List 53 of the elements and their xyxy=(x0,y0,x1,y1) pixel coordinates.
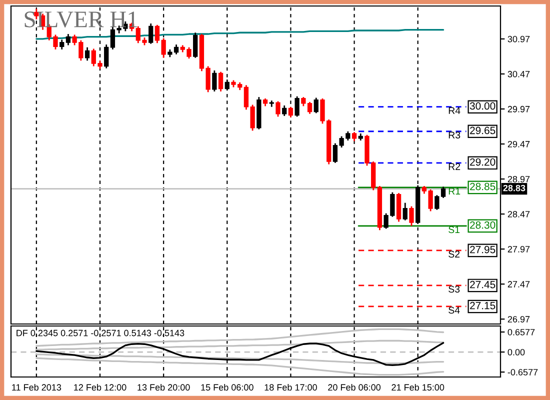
ref-line-label: S2 xyxy=(448,250,460,258)
y-tick-label: 30.97 xyxy=(508,36,530,42)
candlestick xyxy=(288,106,294,118)
candlestick xyxy=(84,46,90,62)
candlestick xyxy=(66,33,71,46)
candlestick xyxy=(282,104,287,117)
x-tick-label: 13 Feb 20:00 xyxy=(138,384,190,391)
ref-line-label: S1 xyxy=(448,226,460,234)
candlestick xyxy=(294,96,300,118)
text: 30.00 xyxy=(470,102,496,110)
y-tick-label: 27.47 xyxy=(508,281,530,288)
y-tick-label: 27.97 xyxy=(508,246,530,252)
candlestick xyxy=(193,32,198,59)
ref-line-label: S3 xyxy=(448,286,460,293)
text: 29.20 xyxy=(470,158,496,166)
text: 29.65 xyxy=(470,126,496,134)
text: 27.15 xyxy=(470,302,496,310)
candlestick xyxy=(212,70,217,92)
y-tick-label: 29.47 xyxy=(508,140,530,148)
y-tick-label: 26.97 xyxy=(508,316,530,322)
y-tick-label: 28.47 xyxy=(508,211,530,218)
text: 27.45 xyxy=(470,280,496,288)
ref-line-label: S4 xyxy=(448,306,460,314)
line-series xyxy=(36,357,444,376)
candlestick xyxy=(352,131,357,142)
x-tick-label: 12 Feb 12:00 xyxy=(74,384,126,391)
text: 28.30 xyxy=(470,221,496,229)
ref-line-label: R4 xyxy=(448,107,460,114)
candlestick xyxy=(60,38,64,50)
chart-title: DF 0.2345 0.2571 -0.2571 0.5143 -0.5143 xyxy=(16,330,184,336)
candlestick xyxy=(218,71,224,92)
candlestick xyxy=(314,97,318,114)
x-tick-label: 18 Feb 17:00 xyxy=(264,384,317,391)
ref-line-label: 28.83 xyxy=(503,184,526,192)
candlestick xyxy=(409,206,414,227)
candlestick xyxy=(148,22,154,45)
candlestick xyxy=(402,202,408,222)
x-tick-label: 11 Feb 2013 xyxy=(12,384,62,391)
x-tick-label: 15 Feb 06:00 xyxy=(201,384,254,391)
candlestick xyxy=(276,100,280,118)
text: 27.95 xyxy=(470,246,496,254)
y-tick-label: 0.00 xyxy=(508,349,525,356)
x-tick-label: 20 Feb 06:00 xyxy=(328,384,381,391)
candlestick xyxy=(104,44,109,70)
y-tick-label: -0.6577 xyxy=(508,369,538,376)
y-tick-label: 29.97 xyxy=(508,106,530,112)
y-tick-label: 0.6577 xyxy=(508,328,535,336)
ref-line-label: R3 xyxy=(448,132,460,139)
x-tick-label: 21 Feb 15:00 xyxy=(392,384,444,391)
y-tick-label: 30.47 xyxy=(508,70,530,78)
ref-line-label: R2 xyxy=(448,163,460,170)
text: 28.85 xyxy=(470,182,496,190)
y-tick-label: 28.97 xyxy=(508,176,530,182)
